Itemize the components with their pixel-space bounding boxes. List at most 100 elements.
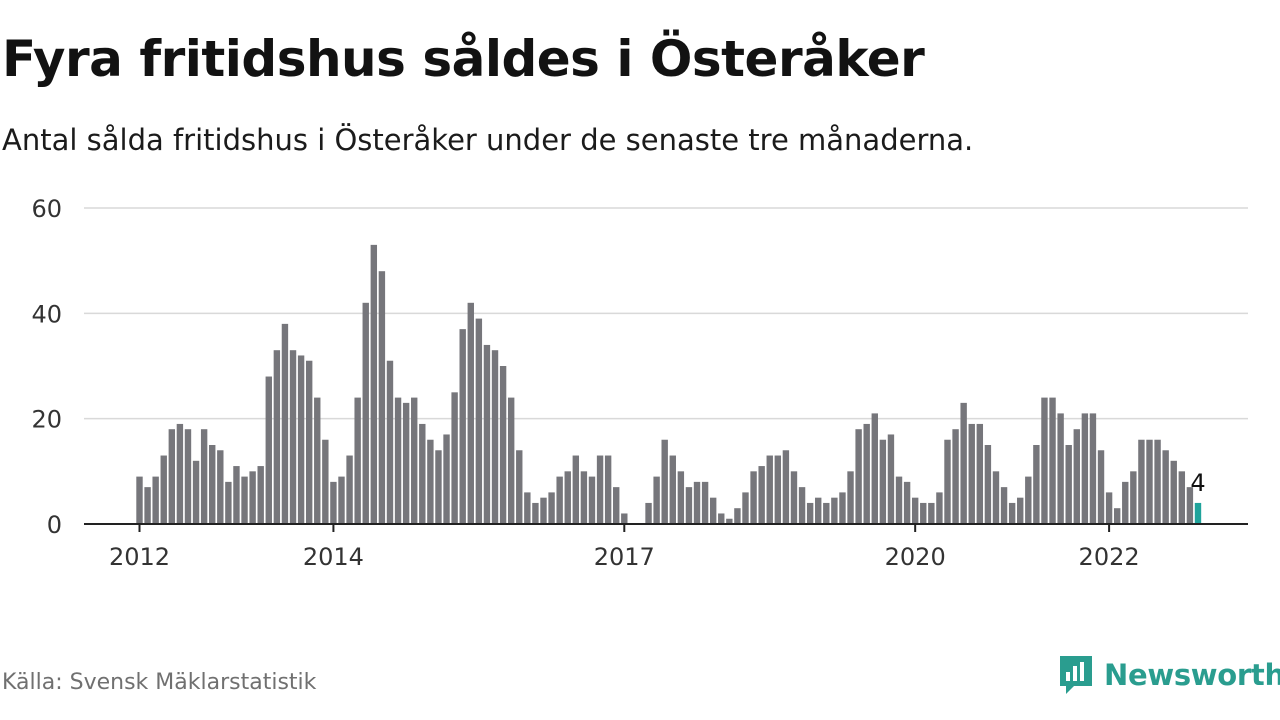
bar: [322, 439, 329, 524]
bar: [911, 497, 919, 524]
bar: [879, 439, 887, 524]
bar: [370, 244, 378, 524]
chart-title: Fyra fritidshus såldes i Österåker: [2, 30, 925, 88]
bar: [467, 302, 474, 524]
source-note: Källa: Svensk Mäklarstatistik: [2, 670, 317, 695]
bar: [136, 476, 143, 524]
x-tick-label: 2020: [885, 543, 946, 571]
y-tick-label: 0: [47, 511, 62, 539]
bar: [871, 413, 878, 524]
bar: [1089, 413, 1097, 524]
y-tick-label: 60: [31, 195, 62, 223]
bar: [1049, 397, 1056, 524]
bar: [1000, 487, 1008, 524]
bar: [305, 360, 313, 524]
bar: [354, 397, 361, 524]
bar: [863, 423, 870, 524]
bar: [604, 455, 612, 524]
bar: [1105, 492, 1113, 524]
bar: [944, 439, 951, 524]
bar: [394, 397, 402, 524]
bar: [1162, 450, 1169, 524]
bar: [168, 429, 176, 524]
bar: [1146, 439, 1153, 524]
bar: [475, 318, 483, 524]
bar: [790, 471, 798, 524]
bar: [815, 497, 822, 524]
y-axis-ticks: 0 20 40 60: [31, 195, 62, 539]
annotations: 4: [1190, 469, 1205, 497]
bar: [718, 513, 725, 524]
bar: [289, 350, 297, 524]
bar: [330, 481, 337, 524]
bar: [241, 476, 248, 524]
bar: [1097, 450, 1105, 524]
bar: [443, 434, 450, 524]
x-tick-label: 2014: [303, 543, 364, 571]
bar: [209, 445, 216, 524]
bar: [750, 471, 757, 524]
bar: [1178, 471, 1186, 524]
x-tick-label: 2022: [1079, 543, 1140, 571]
bar: [855, 429, 862, 524]
bar: [346, 455, 353, 524]
bar: [709, 497, 717, 524]
bar: [281, 323, 289, 524]
bar: [653, 476, 660, 524]
bar: [831, 497, 838, 524]
bar: [144, 487, 151, 524]
bar: [701, 481, 709, 524]
bar: [613, 487, 620, 524]
bar-chart: 0 20 40 60 2012 2014 2017 2020 2022 4: [31, 195, 1248, 571]
bar: [192, 460, 200, 524]
bar: [459, 329, 466, 524]
bar: [1017, 497, 1024, 524]
bar: [685, 487, 693, 524]
bar: [588, 476, 596, 524]
x-tick-label: 2017: [594, 543, 655, 571]
bar: [152, 476, 159, 524]
bar: [798, 487, 806, 524]
bar: [1057, 413, 1064, 524]
bar: [499, 366, 507, 524]
bar: [297, 355, 305, 524]
bar: [952, 429, 959, 524]
bar: [1033, 445, 1040, 524]
y-tick-label: 20: [31, 406, 62, 434]
bar: [823, 502, 830, 524]
bar: [928, 502, 935, 524]
bar: [1065, 445, 1072, 524]
bar: [1122, 481, 1129, 524]
bar: [726, 518, 733, 524]
brand-name: Newsworthy: [1104, 658, 1280, 692]
bar: [233, 466, 240, 524]
bar: [338, 476, 345, 524]
bar: [200, 429, 208, 524]
bar: [1170, 460, 1177, 524]
bar: [976, 423, 984, 524]
x-axis: 2012 2014 2017 2020 2022: [84, 523, 1248, 571]
bar: [903, 481, 911, 524]
bar: [1081, 413, 1089, 524]
bar-highlight: [1194, 502, 1202, 524]
bar: [176, 423, 184, 524]
bar: [895, 476, 903, 524]
bar: [265, 376, 272, 524]
bar: [839, 492, 846, 524]
bar: [564, 471, 571, 524]
bar: [273, 350, 281, 524]
bar: [968, 423, 975, 524]
bar: [411, 397, 418, 524]
bar: [532, 502, 539, 524]
bar: [516, 450, 523, 524]
bar: [960, 402, 967, 524]
x-tick-label: 2012: [109, 543, 170, 571]
bar: [225, 481, 232, 524]
bar: [766, 455, 773, 524]
y-tick-label: 40: [31, 300, 62, 328]
bar: [758, 466, 765, 524]
bar: [184, 429, 192, 524]
bar: [548, 492, 555, 524]
bar: [669, 455, 676, 524]
bar: [419, 423, 426, 524]
